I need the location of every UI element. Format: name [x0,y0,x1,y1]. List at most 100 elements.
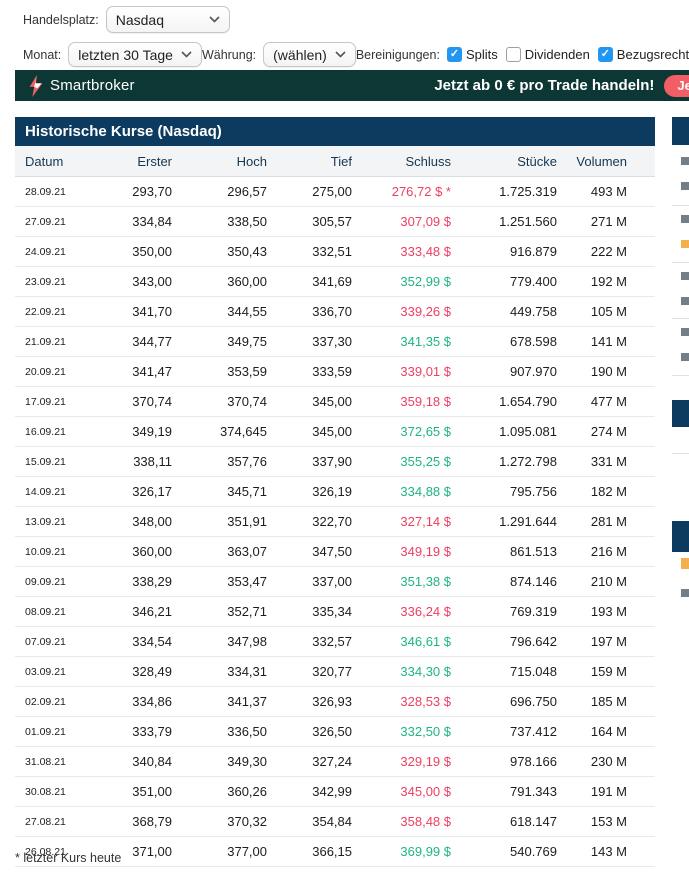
cell-erster: 328,49 [105,656,172,687]
chevron-down-icon [181,51,192,58]
cell-volumen: 185 M [557,686,655,717]
sidebar-text-fragment [681,215,689,223]
cell-stuecke: 618.147 [451,806,557,837]
sidebar-text-fragment [681,240,689,248]
cell-erster: 349,19 [105,416,172,447]
cell-schluss: 351,38 $ [352,566,451,597]
cell-hoch: 336,50 [172,716,267,747]
cell-datum: 10.09.21 [15,536,105,567]
table-row: 01.09.21 333,79 336,50 326,50 332,50 $737.41… [15,716,655,747]
cell-datum: 27.08.21 [15,806,105,837]
cell-schluss: 334,88 $ [352,476,451,507]
cell-tief: 337,90 [267,446,352,477]
cell-hoch: 370,32 [172,806,267,837]
cell-schluss: 358,48 $ [352,806,451,837]
monat-select[interactable]: letzten 30 Tage [68,42,202,67]
cell-tief: 345,00 [267,416,352,447]
sidebar-header-block-3 [672,521,689,552]
cell-erster: 333,79 [105,716,172,747]
cell-schluss: 327,14 $ [352,506,451,537]
cell-stuecke: 737.412 [451,716,557,747]
cell-volumen: 192 M [557,266,655,297]
cell-datum: 30.08.21 [15,776,105,807]
waehrung-select[interactable]: (wählen) [263,42,356,67]
cell-schluss: 332,50 $ [352,716,451,747]
cell-erster: 338,11 [105,446,172,477]
cell-tief: 342,99 [267,776,352,807]
cell-datum: 27.09.21 [15,206,105,237]
table-row: 07.09.21 334,54 347,98 332,57 346,61 $796.64… [15,626,655,657]
cell-schluss: 349,19 $ [352,536,451,567]
price-table: Datum Erster Hoch Tief Schluss Stücke Vo… [15,146,655,867]
cell-volumen: 210 M [557,566,655,597]
cell-erster: 338,29 [105,566,172,597]
banner-cta-button[interactable]: Jetzt [664,74,689,97]
cell-stuecke: 449.758 [451,296,557,327]
smartbroker-ad-banner[interactable]: Smartbroker Jetzt ab 0 € pro Trade hande… [15,70,689,101]
cell-stuecke: 795.756 [451,476,557,507]
cell-datum: 01.09.21 [15,716,105,747]
table-row: 27.08.21 368,79 370,32 354,84 358,48 $618.14… [15,806,655,837]
sidebar-text-fragment [681,182,689,190]
checkbox-bezugsrechte[interactable]: ✓ [597,47,613,62]
chevron-down-icon [335,51,346,58]
banner-right: Jetzt ab 0 € pro Trade handeln! Jetzt [434,74,689,97]
cell-schluss: 346,61 $ [352,626,451,657]
cell-erster: 293,70 [105,176,172,207]
cell-erster: 360,00 [105,536,172,567]
cell-schluss: 307,09 $ [352,206,451,237]
footnote: * letzter Kurs heute [15,851,122,865]
cell-volumen: 143 M [557,836,655,867]
sidebar-header-block-2 [672,400,689,427]
cell-datum: 22.09.21 [15,296,105,327]
cell-volumen: 493 M [557,176,655,207]
adjustment-option: ✓ Bezugsrechte [597,47,689,62]
cell-stuecke: 978.166 [451,746,557,777]
cell-tief: 354,84 [267,806,352,837]
cell-schluss: 352,99 $ [352,266,451,297]
cell-stuecke: 678.598 [451,326,557,357]
cell-stuecke: 1.251.560 [451,206,557,237]
sidebar-text-fragment [681,272,689,280]
checkbox-splits[interactable]: ✓ [446,47,462,62]
cell-volumen: 230 M [557,746,655,777]
cell-stuecke: 874.146 [451,566,557,597]
cell-volumen: 271 M [557,206,655,237]
cell-hoch: 353,59 [172,356,267,387]
cell-tief: 333,59 [267,356,352,387]
cell-tief: 347,50 [267,536,352,567]
col-stuecke: Stücke [451,146,557,177]
cell-erster: 351,00 [105,776,172,807]
cell-volumen: 141 M [557,326,655,357]
cell-tief: 337,30 [267,326,352,357]
table-row: 13.09.21 348,00 351,91 322,70 327,14 $1.291.… [15,506,655,537]
banner-message: Jetzt ab 0 € pro Trade handeln! [434,77,655,94]
handelsplatz-select[interactable]: Nasdaq [105,6,230,33]
sidebar-divider [672,262,689,263]
sidebar-divider [672,453,689,454]
checkbox-label: Bezugsrechte [616,47,689,62]
cell-volumen: 193 M [557,596,655,627]
cell-datum: 17.09.21 [15,386,105,417]
cell-erster: 371,00 [105,836,172,867]
table-row: 16.09.21 349,19 374,645 345,00 372,65 $1.095… [15,416,655,447]
cell-datum: 14.09.21 [15,476,105,507]
cell-volumen: 153 M [557,806,655,837]
adjustments-options: ✓ Splits Dividenden ✓ Bezugsrechte [446,47,689,62]
cell-schluss: 369,99 $ [352,836,451,867]
cell-tief: 326,50 [267,716,352,747]
sidebar-divider [672,375,689,376]
cell-stuecke: 916.879 [451,236,557,267]
col-schluss: Schluss [352,146,451,177]
sidebar-text-fragment [681,297,689,305]
sidebar-text-fragment [681,328,689,336]
cell-stuecke: 540.769 [451,836,557,867]
cell-schluss: 334,30 $ [352,656,451,687]
waehrung-value: (wählen) [273,46,327,63]
cell-schluss: 276,72 $ * [352,176,451,207]
cell-tief: 345,00 [267,386,352,417]
cell-datum: 26.08.21 [15,836,105,867]
cell-stuecke: 1.095.081 [451,416,557,447]
checkbox-dividenden[interactable] [505,47,521,62]
cell-stuecke: 1.272.798 [451,446,557,477]
